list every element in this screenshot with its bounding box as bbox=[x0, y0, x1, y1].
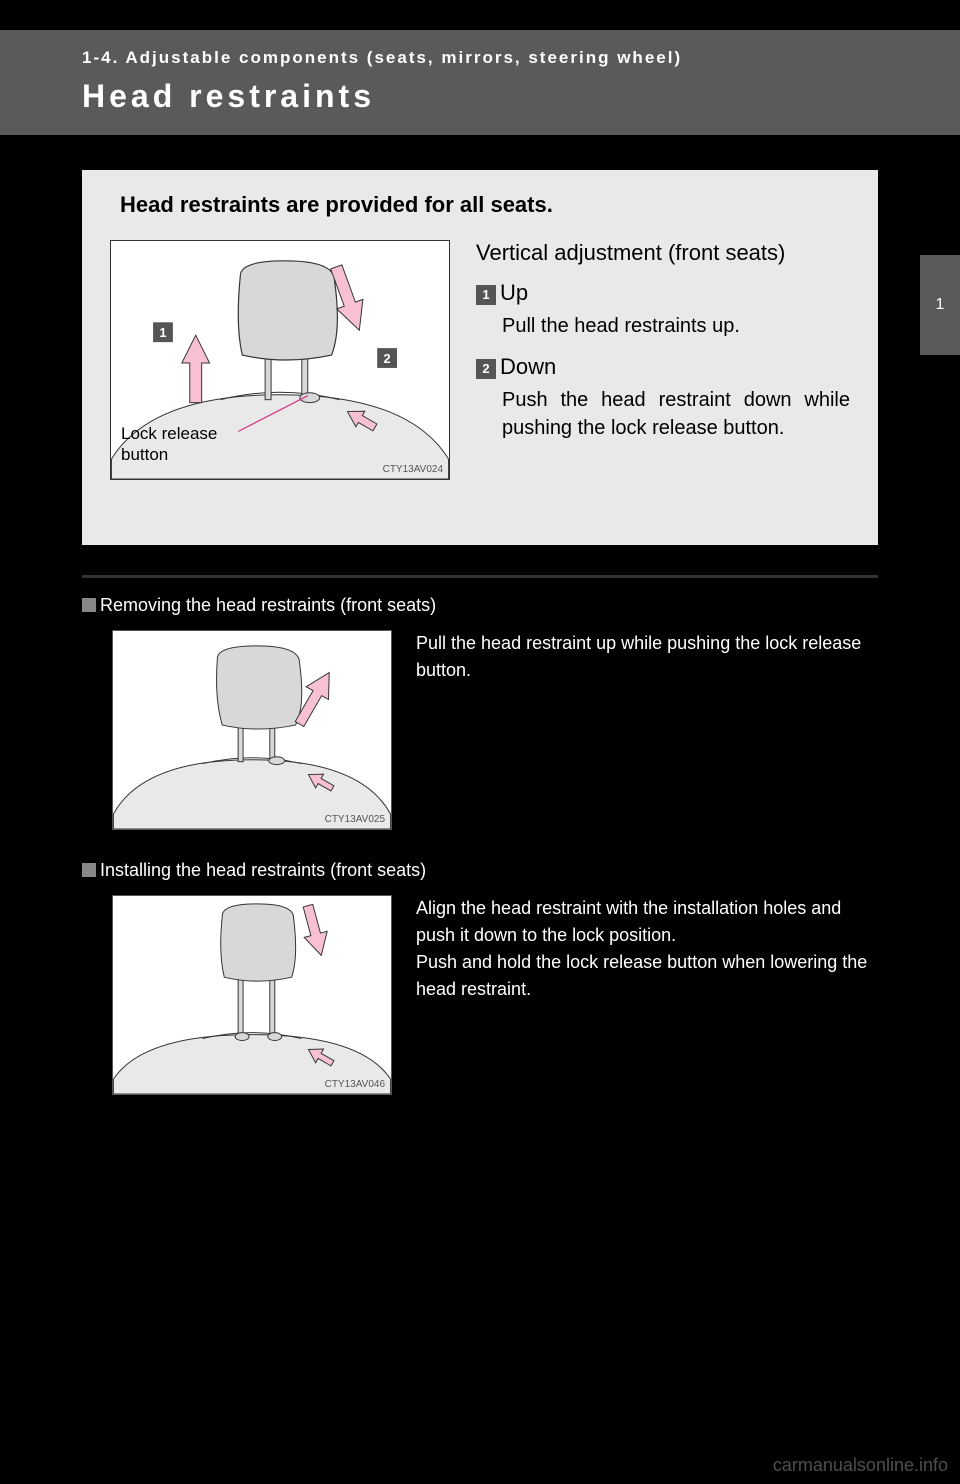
svg-text:2: 2 bbox=[384, 351, 391, 366]
item-down: 2Down bbox=[476, 354, 850, 380]
section-install-text: Align the head restraint with the instal… bbox=[416, 895, 878, 1095]
section-install: Installing the head restraints (front se… bbox=[82, 860, 878, 1095]
item-up-label: Up bbox=[500, 280, 528, 305]
section-remove-title-text: Removing the head restraints (front seat… bbox=[100, 595, 436, 615]
chapter-tab: 1 bbox=[920, 255, 960, 355]
item-down-sub: Push the head restraint down while pushi… bbox=[502, 386, 850, 442]
bullet-icon bbox=[82, 598, 96, 612]
header-band: 1-4. Adjustable components (seats, mirro… bbox=[0, 30, 960, 135]
badge-1: 1 bbox=[476, 285, 496, 305]
intro-title: Head restraints are provided for all sea… bbox=[120, 192, 850, 218]
item-up-sub: Pull the head restraints up. bbox=[502, 312, 850, 340]
diagram-remove: CTY13AV025 bbox=[112, 630, 392, 830]
watermark: carmanualsonline.info bbox=[773, 1455, 948, 1476]
lock-label-line2: button bbox=[121, 445, 168, 464]
section-remove-text: Pull the head restraint up while pushing… bbox=[416, 630, 878, 830]
lock-label-line1: Lock release bbox=[121, 424, 217, 443]
divider bbox=[82, 575, 878, 578]
diagram-lock-label: Lock release button bbox=[121, 423, 217, 466]
intro-box: Head restraints are provided for all sea… bbox=[82, 170, 878, 545]
svg-text:1: 1 bbox=[159, 325, 166, 340]
diagram-install: CTY13AV046 bbox=[112, 895, 392, 1095]
item-up: 1Up bbox=[476, 280, 850, 306]
section-install-title: Installing the head restraints (front se… bbox=[82, 860, 878, 881]
diagram-code-install: CTY13AV046 bbox=[325, 1079, 385, 1090]
bullet-icon bbox=[82, 863, 96, 877]
section-remove: Removing the head restraints (front seat… bbox=[82, 595, 878, 830]
diagram-code-remove: CTY13AV025 bbox=[325, 814, 385, 825]
intro-text: Vertical adjustment (front seats) 1Up Pu… bbox=[476, 240, 850, 480]
diagram-code-main: CTY13AV024 bbox=[383, 464, 443, 475]
item-down-label: Down bbox=[500, 354, 556, 379]
badge-2: 2 bbox=[476, 359, 496, 379]
diagram-main: 1 2 Lock release button CTY13AV024 bbox=[110, 240, 450, 480]
breadcrumb: 1-4. Adjustable components (seats, mirro… bbox=[82, 48, 960, 68]
section-remove-title: Removing the head restraints (front seat… bbox=[82, 595, 878, 616]
intro-heading: Vertical adjustment (front seats) bbox=[476, 240, 850, 266]
section-install-title-text: Installing the head restraints (front se… bbox=[100, 860, 426, 880]
page-title: Head restraints bbox=[82, 78, 960, 115]
